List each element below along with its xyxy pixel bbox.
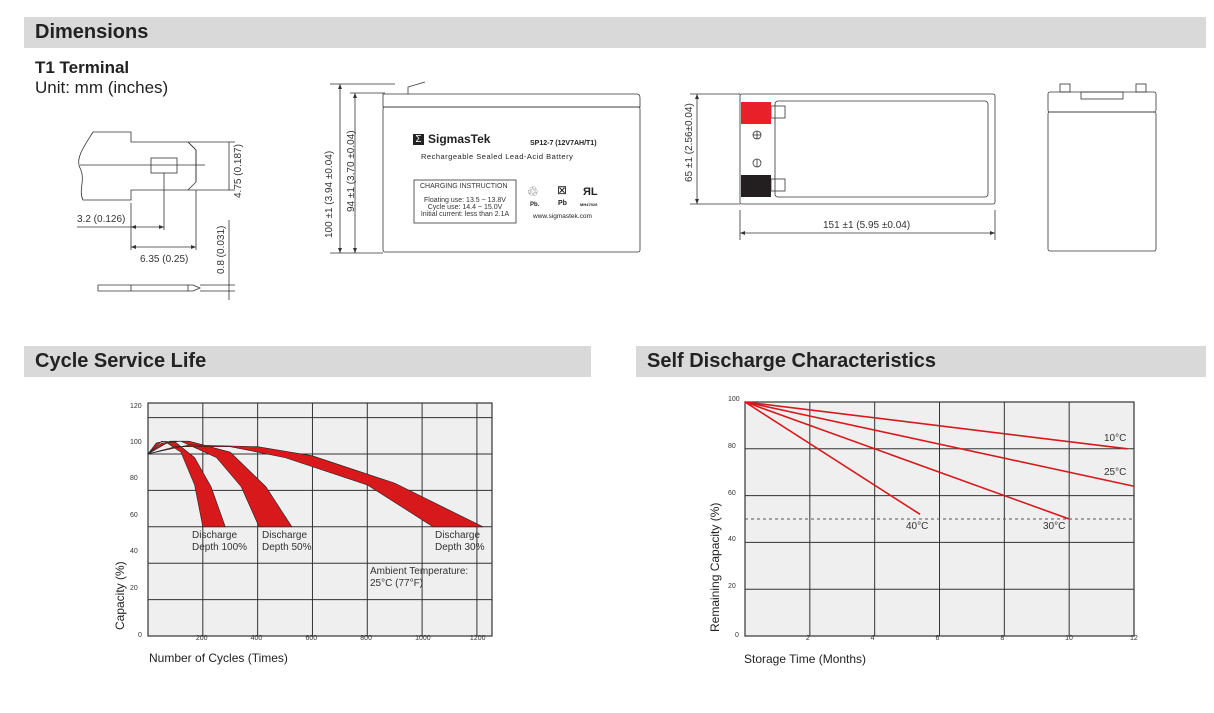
terminal-length-label: 6.35 (0.25): [140, 254, 189, 265]
x-tick-label: 200: [195, 635, 208, 642]
y-tick-label: 80: [130, 475, 138, 483]
recycle-label: Pb.: [530, 202, 540, 208]
band-label: Discharge Depth 100%: [192, 530, 247, 554]
y-tick-label: 120: [130, 402, 142, 410]
brand-logo: Σ: [413, 134, 424, 145]
band-label: Discharge Depth 50%: [262, 530, 311, 554]
discharge-band: [147, 444, 484, 528]
discharge-band: [147, 440, 293, 528]
series-label: 10°C: [1104, 433, 1127, 444]
x-tick-label: 0: [138, 632, 142, 639]
charging-title: CHARGING INSTRUCTION: [420, 183, 508, 190]
unit-label: Unit: mm (inches): [35, 78, 169, 97]
annotation-line: Ambient Temperature:: [370, 566, 469, 577]
x-tick-label: 6: [935, 635, 940, 642]
x-tick-label: 12: [1130, 635, 1138, 642]
website-label: www.sigmastek.com: [533, 213, 592, 220]
y-tick-label: 100: [130, 438, 142, 446]
ul-label: MH47929: [580, 202, 598, 207]
self-discharge-header: Self Discharge Characteristics: [636, 346, 1206, 377]
ambient-annotation: Ambient Temperature: 25°C (77°F): [370, 566, 468, 590]
discharge-line: [744, 401, 1128, 450]
discharge-line: [744, 401, 1135, 488]
y-tick-label: 60: [728, 489, 736, 497]
charging-line: Initial current: less than 2.1A: [420, 211, 510, 218]
band-label-line: Discharge: [262, 530, 308, 541]
section-title: Dimensions: [35, 21, 149, 43]
x-tick-label: 1200: [469, 635, 486, 642]
series-label: 30°C: [1043, 521, 1066, 532]
x-tick-label: 0: [735, 632, 739, 639]
x-tick-label: 8: [1000, 635, 1005, 642]
charging-line: Floating use: 13.5 ~ 13.8V: [424, 197, 506, 204]
terminal-title: T1 Terminal: [35, 58, 130, 77]
x-tick-label: 800: [360, 635, 372, 642]
band-label-line: Depth 100%: [192, 542, 248, 553]
terminal-hole-offset-label: 3.2 (0.126): [77, 214, 126, 225]
y-tick-label: 20: [130, 584, 138, 592]
y-tick-label: 40: [728, 536, 736, 544]
ul-mark-icon: ЯL: [583, 186, 598, 198]
sd-y-axis-label: Remaining Capacity (%): [708, 502, 722, 632]
annotation-line: 25°C (77°F): [370, 578, 424, 589]
x-tick-label: 600: [305, 635, 318, 642]
band-label-line: Depth 30%: [435, 542, 485, 553]
band-label-line: Discharge: [192, 530, 238, 541]
series-label: 25°C: [1104, 467, 1127, 478]
x-tick-label: 1000: [415, 635, 431, 642]
y-tick-label: 80: [728, 442, 736, 450]
x-tick-label: 4: [870, 635, 875, 642]
cycle-x-axis-label: Number of Cycles (Times): [149, 651, 288, 665]
x-tick-label: 10: [1065, 635, 1073, 642]
y-tick-label: 100: [728, 396, 740, 403]
recycle-icon: ♲: [527, 184, 539, 199]
y-tick-label: 20: [728, 583, 736, 591]
sd-x-axis-label: Storage Time (Months): [744, 652, 867, 666]
top-length-label: 151 ±1 (5.95 ±0.04): [823, 220, 911, 231]
y-tick-label: 40: [130, 548, 138, 556]
cycle-life-header: Cycle Service Life: [24, 346, 591, 377]
section-title: Cycle Service Life: [35, 350, 207, 372]
bin-label: Pb: [558, 200, 567, 207]
section-title: Self Discharge Characteristics: [647, 350, 937, 372]
x-tick-label: 2: [805, 635, 810, 642]
dimensions-header: Dimensions: [24, 17, 1206, 48]
brand-name: SigmasTek: [428, 132, 491, 146]
band-label: Discharge Depth 30%: [435, 530, 484, 554]
model-label: SP12-7 (12V7AH/T1): [530, 140, 597, 147]
crossed-bin-icon: ⊠: [557, 183, 568, 197]
discharge-line: [744, 401, 921, 515]
band-label-line: Discharge: [435, 530, 481, 541]
y-tick-label: 60: [130, 511, 138, 519]
discharge-line: [744, 401, 1070, 520]
charging-line: Cycle use: 14.4 ~ 15.0V: [427, 204, 503, 211]
series-label: 40°C: [906, 521, 929, 532]
charging-lines: Floating use: 13.5 ~ 13.8V Cycle use: 14…: [416, 197, 514, 218]
battery-subtitle: Rechargeable Sealed Lead-Acid Battery: [421, 152, 574, 161]
x-tick-label: 400: [250, 635, 263, 642]
band-label-line: Depth 50%: [262, 542, 312, 553]
